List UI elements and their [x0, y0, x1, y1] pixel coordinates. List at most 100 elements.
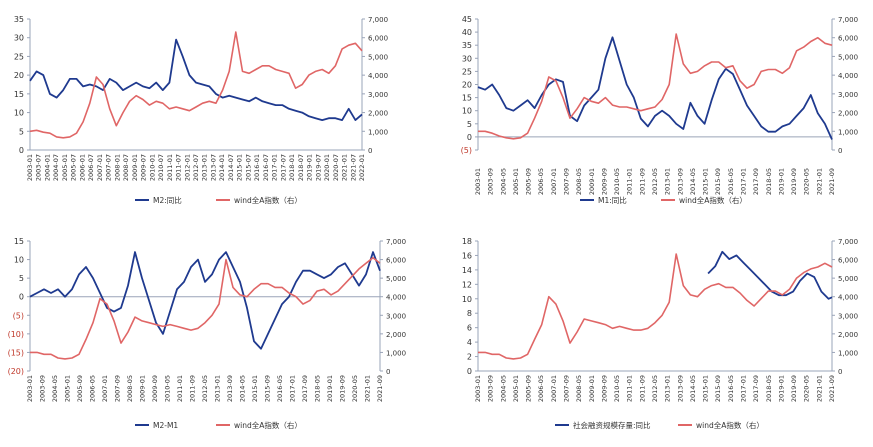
right-tick-label: 1,000	[838, 128, 858, 136]
chart-panel-1: 0 5 10 15 20 25 30 35 0 1,000 2,000 3,000 4,000 5,000…	[14, 15, 388, 205]
left-tick-label: 20	[462, 81, 472, 90]
x-tick-label: 2007-01	[550, 375, 558, 402]
x-tick-label: 2015-09	[714, 168, 722, 195]
x-tick-label: 2017-01	[740, 168, 748, 195]
right-tick-label: 4,000	[386, 294, 406, 302]
x-tick-label: 2008-05	[126, 375, 134, 402]
x-tick-label: 2012-01	[183, 154, 191, 181]
x-tick-label: 2020-05	[351, 375, 359, 402]
legend-label: 社会融资规模存量:同比	[573, 420, 651, 430]
x-tick-label: 2015-01	[702, 375, 710, 402]
left-tick-label: 10	[462, 295, 472, 304]
x-tick-label: 2010-05	[613, 375, 621, 402]
x-tick-label: 2005-01	[512, 375, 520, 402]
x-tick-label: 2009-09	[600, 375, 608, 402]
left-tick-label: 40	[462, 28, 472, 37]
x-tick-label: 2006-05	[537, 375, 545, 402]
right-tick-label: 6,000	[386, 257, 406, 265]
x-tick-label: 2011-07	[175, 154, 183, 181]
x-tick-label: 2011-09	[638, 375, 646, 402]
right-tick-label: 0	[838, 147, 842, 155]
x-tick-label: 2017-09	[752, 375, 760, 402]
x-tick-label: 2018-05	[314, 375, 322, 402]
x-tick-label: 2021-09	[376, 375, 384, 402]
right-tick-label: 7,000	[838, 238, 858, 246]
x-tick-label: 2019-09	[790, 375, 798, 402]
right-tick-label: 7,000	[368, 16, 388, 24]
left-tick-label: (5)	[461, 146, 472, 155]
x-tick-label: 2003-09	[487, 375, 495, 402]
series-line-primary	[29, 251, 381, 350]
x-tick-label: 2019-01	[777, 168, 785, 195]
x-tick-label: 2013-01	[201, 154, 209, 181]
chart-panel-4: 0 2 4 6 8 10 12 14 16 18 0 1,000 2,000 3,000 4,000 5,00…	[462, 237, 858, 430]
x-tick-label: 2006-01	[78, 154, 86, 181]
right-tick-label: 3,000	[838, 312, 858, 320]
legend-label: M1:同比	[598, 195, 627, 205]
x-tick-label: 2020-07	[332, 154, 340, 181]
x-tick-label: 2012-05	[651, 168, 659, 195]
right-tick-label: 2,000	[368, 110, 388, 118]
chart-panel-2: (5) 0 5 10 15 20 25 30 35 40 45 0 1,000 2,000 3,000 4,0…	[461, 15, 858, 205]
x-tick-label: 2005-07	[70, 154, 78, 181]
x-tick-label: 2009-01	[588, 375, 596, 402]
x-tick-label: 2006-07	[87, 154, 95, 181]
left-tick-label: 15	[462, 94, 472, 103]
right-tick-label: 2,000	[838, 110, 858, 118]
left-tick-label: 30	[462, 54, 472, 63]
x-tick-label: 2005-01	[512, 168, 520, 195]
x-tick-label: 2009-01	[139, 375, 147, 402]
x-tick-label: 2004-01	[43, 154, 51, 181]
right-tick-label: 3,000	[386, 312, 406, 320]
right-tick-label: 0	[368, 147, 372, 155]
x-tick-label: 2018-07	[297, 154, 305, 181]
x-tick-label: 2010-07	[157, 154, 165, 181]
x-tick-label: 2011-01	[626, 168, 634, 195]
x-tick-label: 2021-07	[349, 154, 357, 181]
left-tick-label: 12	[462, 280, 472, 289]
left-tick-label: 0	[467, 367, 472, 376]
x-tick-label: 2006-05	[89, 375, 97, 402]
x-tick-label: 2014-05	[689, 168, 697, 195]
left-tick-label: 5	[467, 120, 472, 129]
x-tick-label: 2019-01	[306, 154, 314, 181]
legend-label: M2-M1	[153, 421, 178, 430]
x-tick-label: 2003-09	[487, 168, 495, 195]
x-tick-label: 2009-07	[140, 154, 148, 181]
x-tick-label: 2015-01	[702, 168, 710, 195]
x-tick-label: 2015-09	[714, 375, 722, 402]
left-tick-label: 45	[462, 15, 472, 24]
x-tick-label: 2007-01	[101, 375, 109, 402]
right-tick-label: 6,000	[368, 35, 388, 43]
legend-label: wind全A指数（右）	[696, 420, 764, 430]
x-tick-label: 2005-01	[64, 375, 72, 402]
right-tick-label: 5,000	[838, 53, 858, 61]
x-tick-label: 2014-05	[689, 375, 697, 402]
x-tick-label: 2012-05	[651, 375, 659, 402]
x-tick-label: 2015-07	[244, 154, 252, 181]
x-tick-label: 2013-07	[209, 154, 217, 181]
right-tick-label: 1,000	[838, 349, 858, 357]
right-tick-label: 7,000	[838, 16, 858, 24]
x-tick-label: 2004-05	[499, 168, 507, 195]
x-tick-label: 2009-01	[131, 154, 139, 181]
x-tick-label: 2020-05	[803, 168, 811, 195]
x-tick-label: 2021-01	[364, 375, 372, 402]
x-tick-label: 2021-01	[815, 375, 823, 402]
right-tick-label: 0	[386, 368, 390, 376]
x-tick-label: 2003-01	[26, 154, 34, 181]
x-tick-label: 2010-01	[148, 154, 156, 181]
x-tick-label: 2013-01	[664, 168, 672, 195]
right-tick-label: 6,000	[838, 35, 858, 43]
x-tick-label: 2021-01	[341, 154, 349, 181]
left-tick-label: 35	[462, 41, 472, 50]
x-tick-label: 2014-01	[218, 154, 226, 181]
x-tick-label: 2003-01	[474, 168, 482, 195]
x-tick-label: 2004-07	[52, 154, 60, 181]
left-tick-label: 10	[14, 109, 24, 118]
x-tick-label: 2019-07	[314, 154, 322, 181]
left-tick-label: 10	[14, 256, 24, 265]
x-tick-label: 2011-01	[626, 375, 634, 402]
x-tick-label: 2008-05	[575, 168, 583, 195]
